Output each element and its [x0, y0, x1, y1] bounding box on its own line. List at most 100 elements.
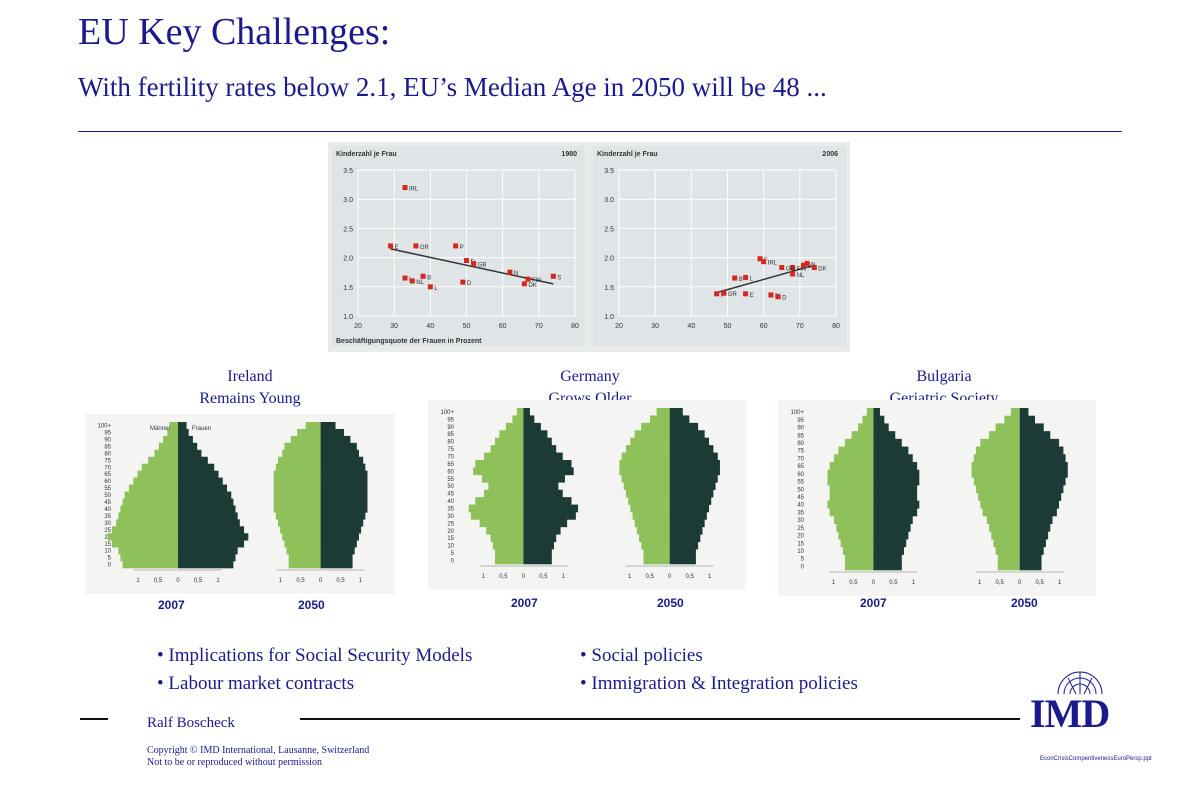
- male-bar: [862, 415, 874, 424]
- male-bar: [118, 547, 178, 555]
- data-point: [721, 290, 727, 296]
- female-bar: [320, 554, 353, 562]
- age-label: 0: [801, 564, 805, 570]
- male-bar: [995, 423, 1020, 432]
- male-bar: [858, 423, 874, 432]
- male-bar: [829, 462, 874, 471]
- female-bar: [523, 422, 541, 431]
- female-bar: [320, 477, 368, 485]
- female-bar: [669, 556, 696, 565]
- female-bar: [523, 408, 530, 416]
- male-bar: [148, 456, 178, 465]
- age-label: 85: [447, 432, 454, 438]
- male-bar: [273, 498, 321, 506]
- female-bar: [523, 445, 557, 453]
- female-bar: [1019, 485, 1064, 494]
- bullet-text: Social policies: [591, 645, 703, 666]
- age-label: 55: [104, 486, 111, 492]
- age-label: 65: [104, 472, 111, 478]
- pyramid-x-label: 0,5: [686, 574, 695, 580]
- point-label: DK: [528, 283, 536, 289]
- female-bar: [1019, 415, 1035, 424]
- male-bar: [851, 431, 874, 440]
- male-bar: [844, 438, 874, 447]
- female-bar: [873, 469, 920, 478]
- male-bar: [141, 463, 178, 471]
- female-bar: [873, 500, 920, 509]
- age-label: 70: [797, 456, 804, 462]
- age-label: 60: [797, 472, 804, 478]
- point-label: N: [514, 271, 518, 277]
- y-axis-label: Kinderzahl je Frau: [597, 151, 658, 158]
- male-bar: [838, 446, 874, 455]
- pyramid-x-label: 1: [1058, 580, 1062, 586]
- female-bar: [523, 489, 563, 498]
- file-name: EconCrisisCompentivenessEuroPersp.ppt: [1040, 756, 1152, 762]
- age-label: 60: [104, 479, 111, 485]
- footer-divider-right: [300, 718, 1020, 720]
- female-bar: [669, 422, 699, 431]
- female-bar: [523, 541, 555, 550]
- male-bar: [829, 492, 874, 501]
- point-label: L: [750, 276, 754, 282]
- pyramid-x-label: 0,5: [194, 578, 203, 584]
- female-bar: [320, 498, 368, 506]
- pyramid-subtitle-ireland: Remains Young: [199, 390, 301, 407]
- age-label: 40: [104, 507, 111, 513]
- female-bar: [873, 485, 918, 494]
- male-bar: [167, 428, 178, 437]
- point-label: S: [807, 264, 811, 270]
- pyramid-x-label: 1: [279, 578, 283, 584]
- age-label: 10: [447, 544, 454, 550]
- male-bar: [492, 541, 524, 550]
- point-label: NL: [416, 280, 424, 286]
- y-tick-label: 2.5: [343, 226, 353, 233]
- female-bar: [873, 438, 902, 447]
- female-bar: [1019, 539, 1046, 548]
- female-bar: [1019, 516, 1053, 525]
- data-point: [464, 258, 469, 264]
- x-tick-label: 60: [499, 323, 507, 330]
- male-bar: [280, 526, 321, 534]
- age-label: 5: [108, 556, 112, 562]
- male-bar: [625, 489, 670, 498]
- age-label: 80: [104, 451, 111, 457]
- pyramid-bulgaria: 100+959085807570656055504540353025201510…: [778, 400, 1096, 596]
- male-bar: [120, 505, 178, 513]
- y-tick-label: 2.5: [604, 226, 614, 233]
- pyramid-x-label: 0,5: [336, 578, 345, 584]
- female-bar: [1019, 469, 1068, 478]
- age-label: 35: [797, 510, 804, 516]
- male-bar: [286, 547, 321, 555]
- female-bar: [178, 428, 189, 437]
- female-bar: [178, 442, 198, 451]
- bullet-list-left: • Implications for Social Security Model…: [157, 642, 472, 698]
- point-label: FIN: [797, 267, 807, 273]
- pyramid-x-label: 1: [482, 574, 486, 580]
- pyramid-x-label: 1: [628, 574, 632, 580]
- age-label: 35: [104, 514, 111, 520]
- age-label: 55: [797, 480, 804, 486]
- age-label: 90: [104, 437, 111, 443]
- female-bar: [178, 512, 238, 520]
- female-bar: [523, 482, 559, 491]
- male-bar: [273, 491, 321, 499]
- data-point: [388, 243, 394, 249]
- data-point: [768, 292, 774, 298]
- male-bar: [277, 456, 321, 465]
- male-bar: [290, 435, 321, 444]
- male-bar: [488, 482, 524, 491]
- male-bar: [641, 422, 670, 431]
- male-bar: [643, 549, 670, 557]
- female-bar: [523, 556, 552, 565]
- male-bar: [840, 539, 874, 548]
- data-point: [507, 269, 513, 275]
- point-label: E: [750, 293, 754, 299]
- female-bar: [523, 467, 574, 476]
- female-bar: [320, 526, 362, 534]
- point-label: B: [427, 275, 431, 281]
- male-bar: [475, 497, 524, 505]
- male-bar: [834, 454, 874, 463]
- male-bar: [973, 477, 1020, 486]
- x-tick-label: 20: [615, 323, 623, 330]
